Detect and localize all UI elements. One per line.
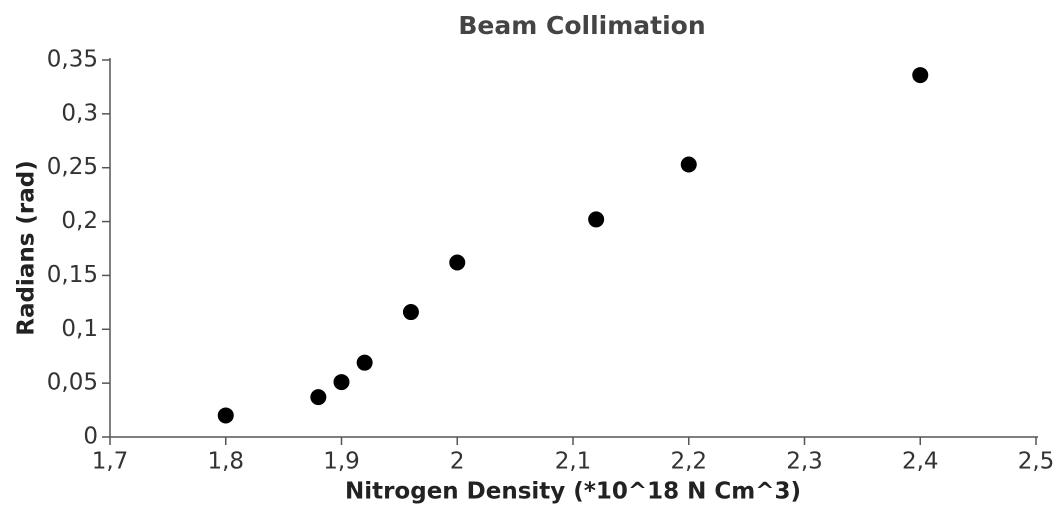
y-tick-label: 0,3	[61, 100, 98, 126]
point	[333, 374, 350, 391]
point	[402, 304, 419, 321]
x-tick-label: 2,2	[670, 449, 707, 475]
x-tick-label: 1,9	[323, 449, 360, 475]
point	[449, 254, 466, 271]
y-tick-label: 0	[83, 424, 98, 450]
point	[356, 354, 373, 371]
y-tick-label: 0,2	[61, 208, 98, 234]
x-tick-label: 1,7	[92, 449, 129, 475]
x-tick-label: 2,4	[902, 449, 939, 475]
point	[310, 389, 327, 406]
chart-title: Beam Collimation	[458, 11, 705, 40]
point	[217, 407, 234, 424]
x-tick-label: 1,8	[207, 449, 244, 475]
point	[912, 67, 929, 84]
y-tick-label: 0,25	[47, 154, 98, 180]
x-tick-label: 2	[450, 449, 465, 475]
point	[588, 211, 605, 228]
x-tick-label: 2,3	[786, 449, 823, 475]
x-axis-label: Nitrogen Density (*10^18 N Cm^3)	[345, 479, 801, 505]
y-tick-label: 0,05	[47, 370, 98, 396]
y-axis-label: Radians (rad)	[14, 160, 40, 336]
x-tick-label: 2,1	[555, 449, 592, 475]
point	[680, 156, 697, 173]
y-tick-label: 0,1	[61, 316, 98, 342]
x-tick-label: 2,5	[1018, 449, 1055, 475]
y-tick-label: 0,15	[47, 262, 98, 288]
y-tick-label: 0,35	[47, 47, 98, 73]
